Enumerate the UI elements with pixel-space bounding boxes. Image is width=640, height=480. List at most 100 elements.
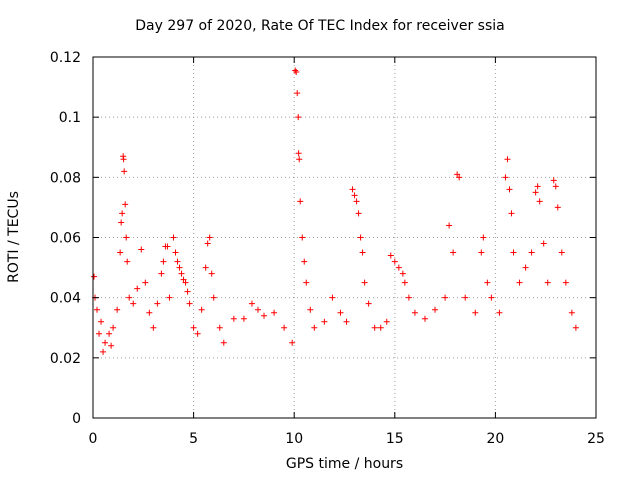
data-point bbox=[150, 324, 157, 331]
data-point bbox=[190, 324, 197, 331]
data-point bbox=[504, 156, 511, 163]
data-point bbox=[550, 177, 557, 184]
data-point bbox=[271, 309, 278, 316]
data-point bbox=[166, 294, 173, 301]
data-point bbox=[562, 279, 569, 286]
data-point bbox=[96, 330, 103, 337]
data-point bbox=[554, 204, 561, 211]
chart-title: Day 297 of 2020, Rate Of TEC Index for r… bbox=[135, 18, 505, 34]
y-tick-label: 0.12 bbox=[50, 50, 81, 66]
data-point bbox=[353, 198, 360, 205]
data-point bbox=[568, 309, 575, 316]
data-point bbox=[446, 222, 453, 229]
data-point bbox=[294, 90, 301, 97]
x-tick-label: 20 bbox=[486, 431, 504, 447]
data-point bbox=[240, 315, 247, 322]
data-point bbox=[202, 264, 209, 271]
data-point bbox=[160, 258, 167, 265]
data-point bbox=[349, 186, 356, 193]
axis-ticks: 0 5 10 15 20 25 0 0.02 0.04 0.06 0.08 0.1 0.12 bbox=[50, 50, 605, 447]
data-point bbox=[126, 294, 133, 301]
data-points bbox=[91, 67, 579, 355]
data-point bbox=[303, 279, 310, 286]
data-point bbox=[361, 279, 368, 286]
data-point bbox=[114, 306, 121, 313]
data-point bbox=[220, 339, 227, 346]
data-point bbox=[100, 348, 107, 355]
plot-frame bbox=[92, 56, 597, 419]
data-point bbox=[154, 300, 161, 307]
data-point bbox=[120, 156, 127, 163]
data-point bbox=[365, 300, 372, 307]
data-point bbox=[516, 279, 523, 286]
data-point bbox=[536, 198, 543, 205]
data-point bbox=[198, 306, 205, 313]
data-point bbox=[117, 249, 124, 256]
x-tick-label: 5 bbox=[189, 431, 198, 447]
y-axis-label: ROTI / TECUs bbox=[6, 191, 22, 283]
data-point bbox=[299, 234, 306, 241]
data-point bbox=[121, 168, 128, 175]
data-point bbox=[311, 324, 318, 331]
data-point bbox=[301, 258, 308, 265]
data-point bbox=[297, 198, 304, 205]
data-point bbox=[442, 294, 449, 301]
data-point bbox=[510, 249, 517, 256]
data-point bbox=[98, 318, 105, 325]
data-point bbox=[281, 324, 288, 331]
grid-lines bbox=[93, 57, 596, 418]
data-point bbox=[170, 234, 177, 241]
data-point bbox=[391, 258, 398, 265]
data-point bbox=[210, 294, 217, 301]
data-point bbox=[454, 171, 461, 178]
data-point bbox=[216, 324, 223, 331]
data-point bbox=[293, 69, 300, 76]
data-point bbox=[522, 264, 529, 271]
x-tick-label: 15 bbox=[386, 431, 404, 447]
data-point bbox=[94, 306, 101, 313]
y-tick-label: 0.1 bbox=[59, 110, 81, 126]
data-point bbox=[289, 339, 296, 346]
data-point bbox=[462, 294, 469, 301]
data-point bbox=[552, 183, 559, 190]
data-point bbox=[480, 234, 487, 241]
data-point bbox=[138, 246, 145, 253]
data-point bbox=[496, 309, 503, 316]
data-point bbox=[118, 219, 125, 226]
data-point bbox=[450, 249, 457, 256]
data-point bbox=[337, 309, 344, 316]
data-point bbox=[377, 324, 384, 331]
data-point bbox=[307, 306, 314, 313]
data-point bbox=[343, 318, 350, 325]
data-point bbox=[528, 249, 535, 256]
data-point bbox=[478, 249, 485, 256]
data-point bbox=[506, 186, 513, 193]
data-point bbox=[182, 279, 189, 286]
data-point bbox=[472, 309, 479, 316]
data-point bbox=[123, 234, 130, 241]
x-tick-label: 0 bbox=[89, 431, 98, 447]
data-point bbox=[178, 270, 185, 277]
data-point bbox=[102, 339, 109, 346]
data-point bbox=[248, 300, 255, 307]
data-point bbox=[261, 312, 268, 319]
data-point bbox=[230, 315, 237, 322]
data-point bbox=[204, 240, 211, 247]
data-point bbox=[359, 249, 366, 256]
data-point bbox=[295, 150, 302, 157]
data-point bbox=[355, 210, 362, 217]
data-point bbox=[146, 309, 153, 316]
data-point bbox=[540, 240, 547, 247]
data-point bbox=[357, 234, 364, 241]
data-point bbox=[544, 279, 551, 286]
data-point bbox=[456, 174, 463, 181]
x-tick-label: 25 bbox=[587, 431, 605, 447]
data-point bbox=[176, 264, 183, 271]
data-point bbox=[395, 264, 402, 271]
data-point bbox=[110, 324, 117, 331]
data-point bbox=[405, 294, 412, 301]
x-tick-label: 10 bbox=[285, 431, 303, 447]
data-point bbox=[186, 300, 193, 307]
data-point bbox=[484, 279, 491, 286]
